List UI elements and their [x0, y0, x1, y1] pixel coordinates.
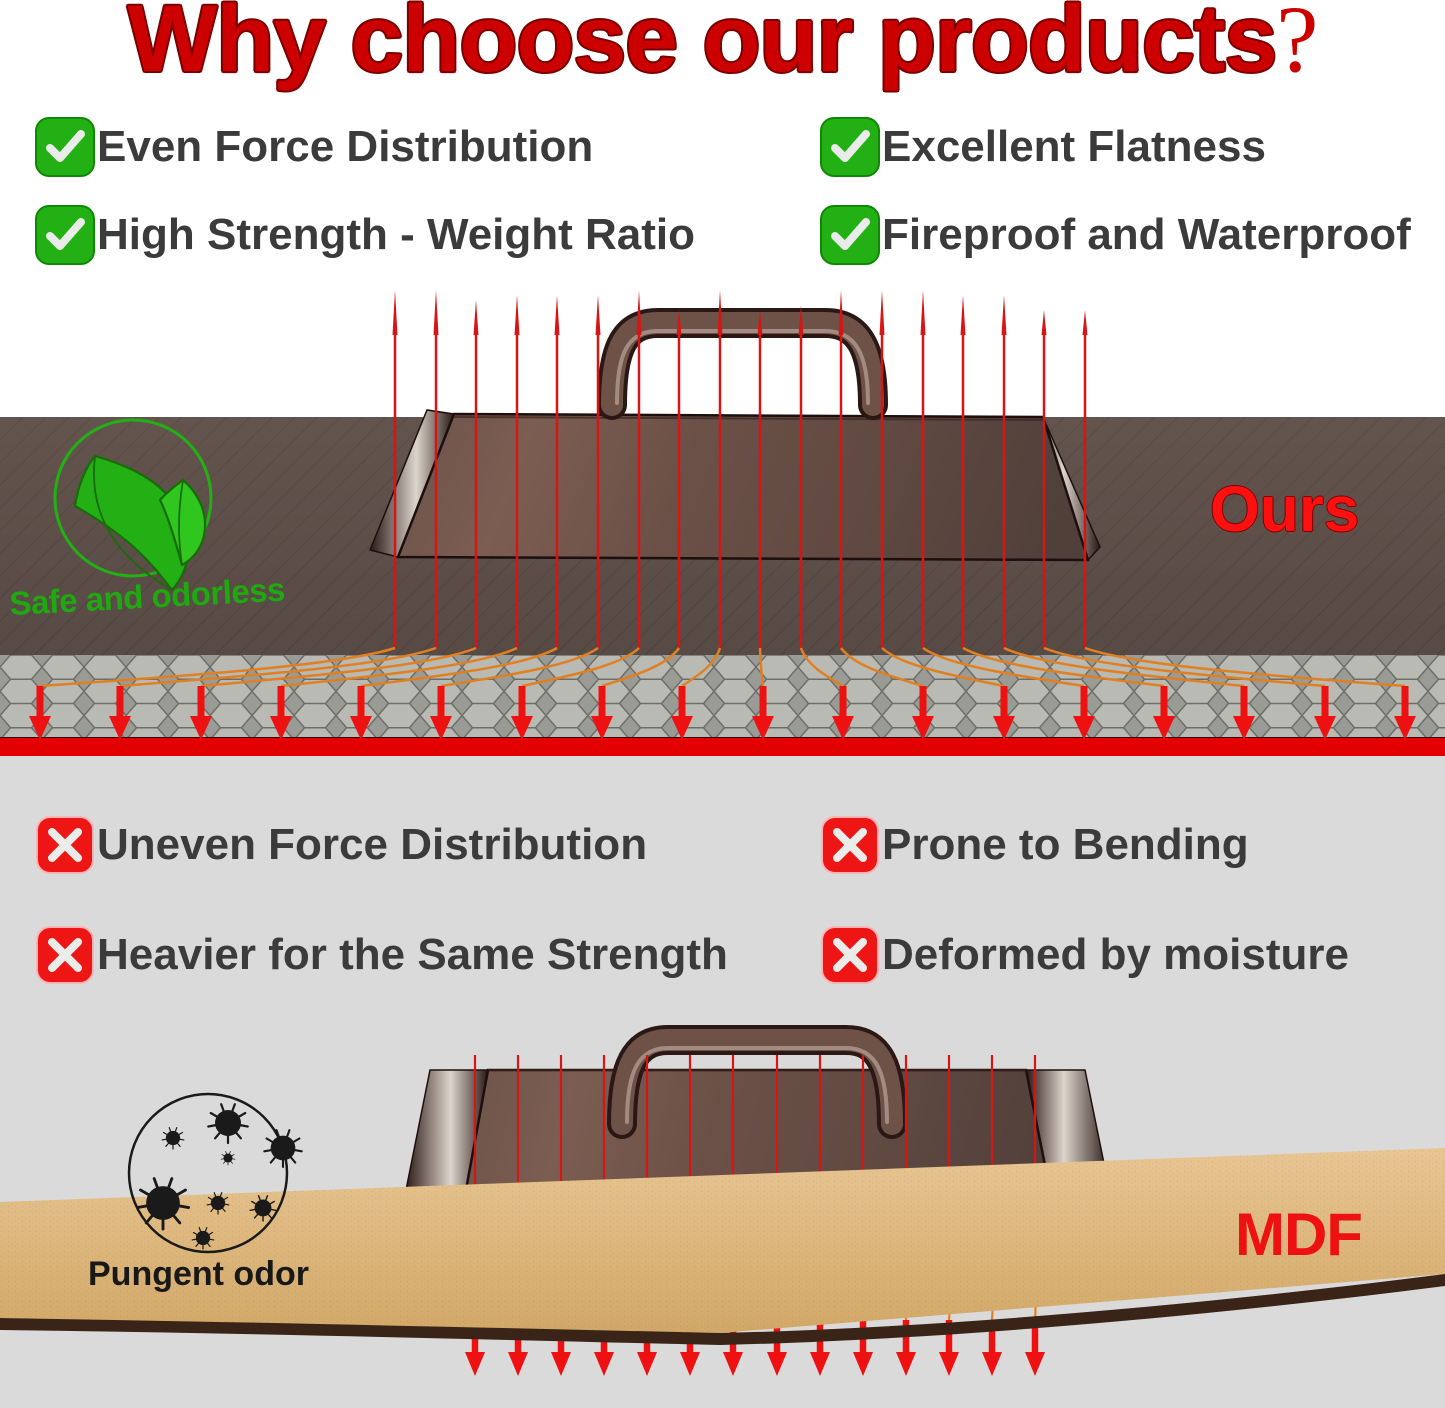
svg-text:Pungent odor: Pungent odor — [88, 1255, 309, 1293]
svg-text:MDF: MDF — [1235, 1201, 1362, 1268]
